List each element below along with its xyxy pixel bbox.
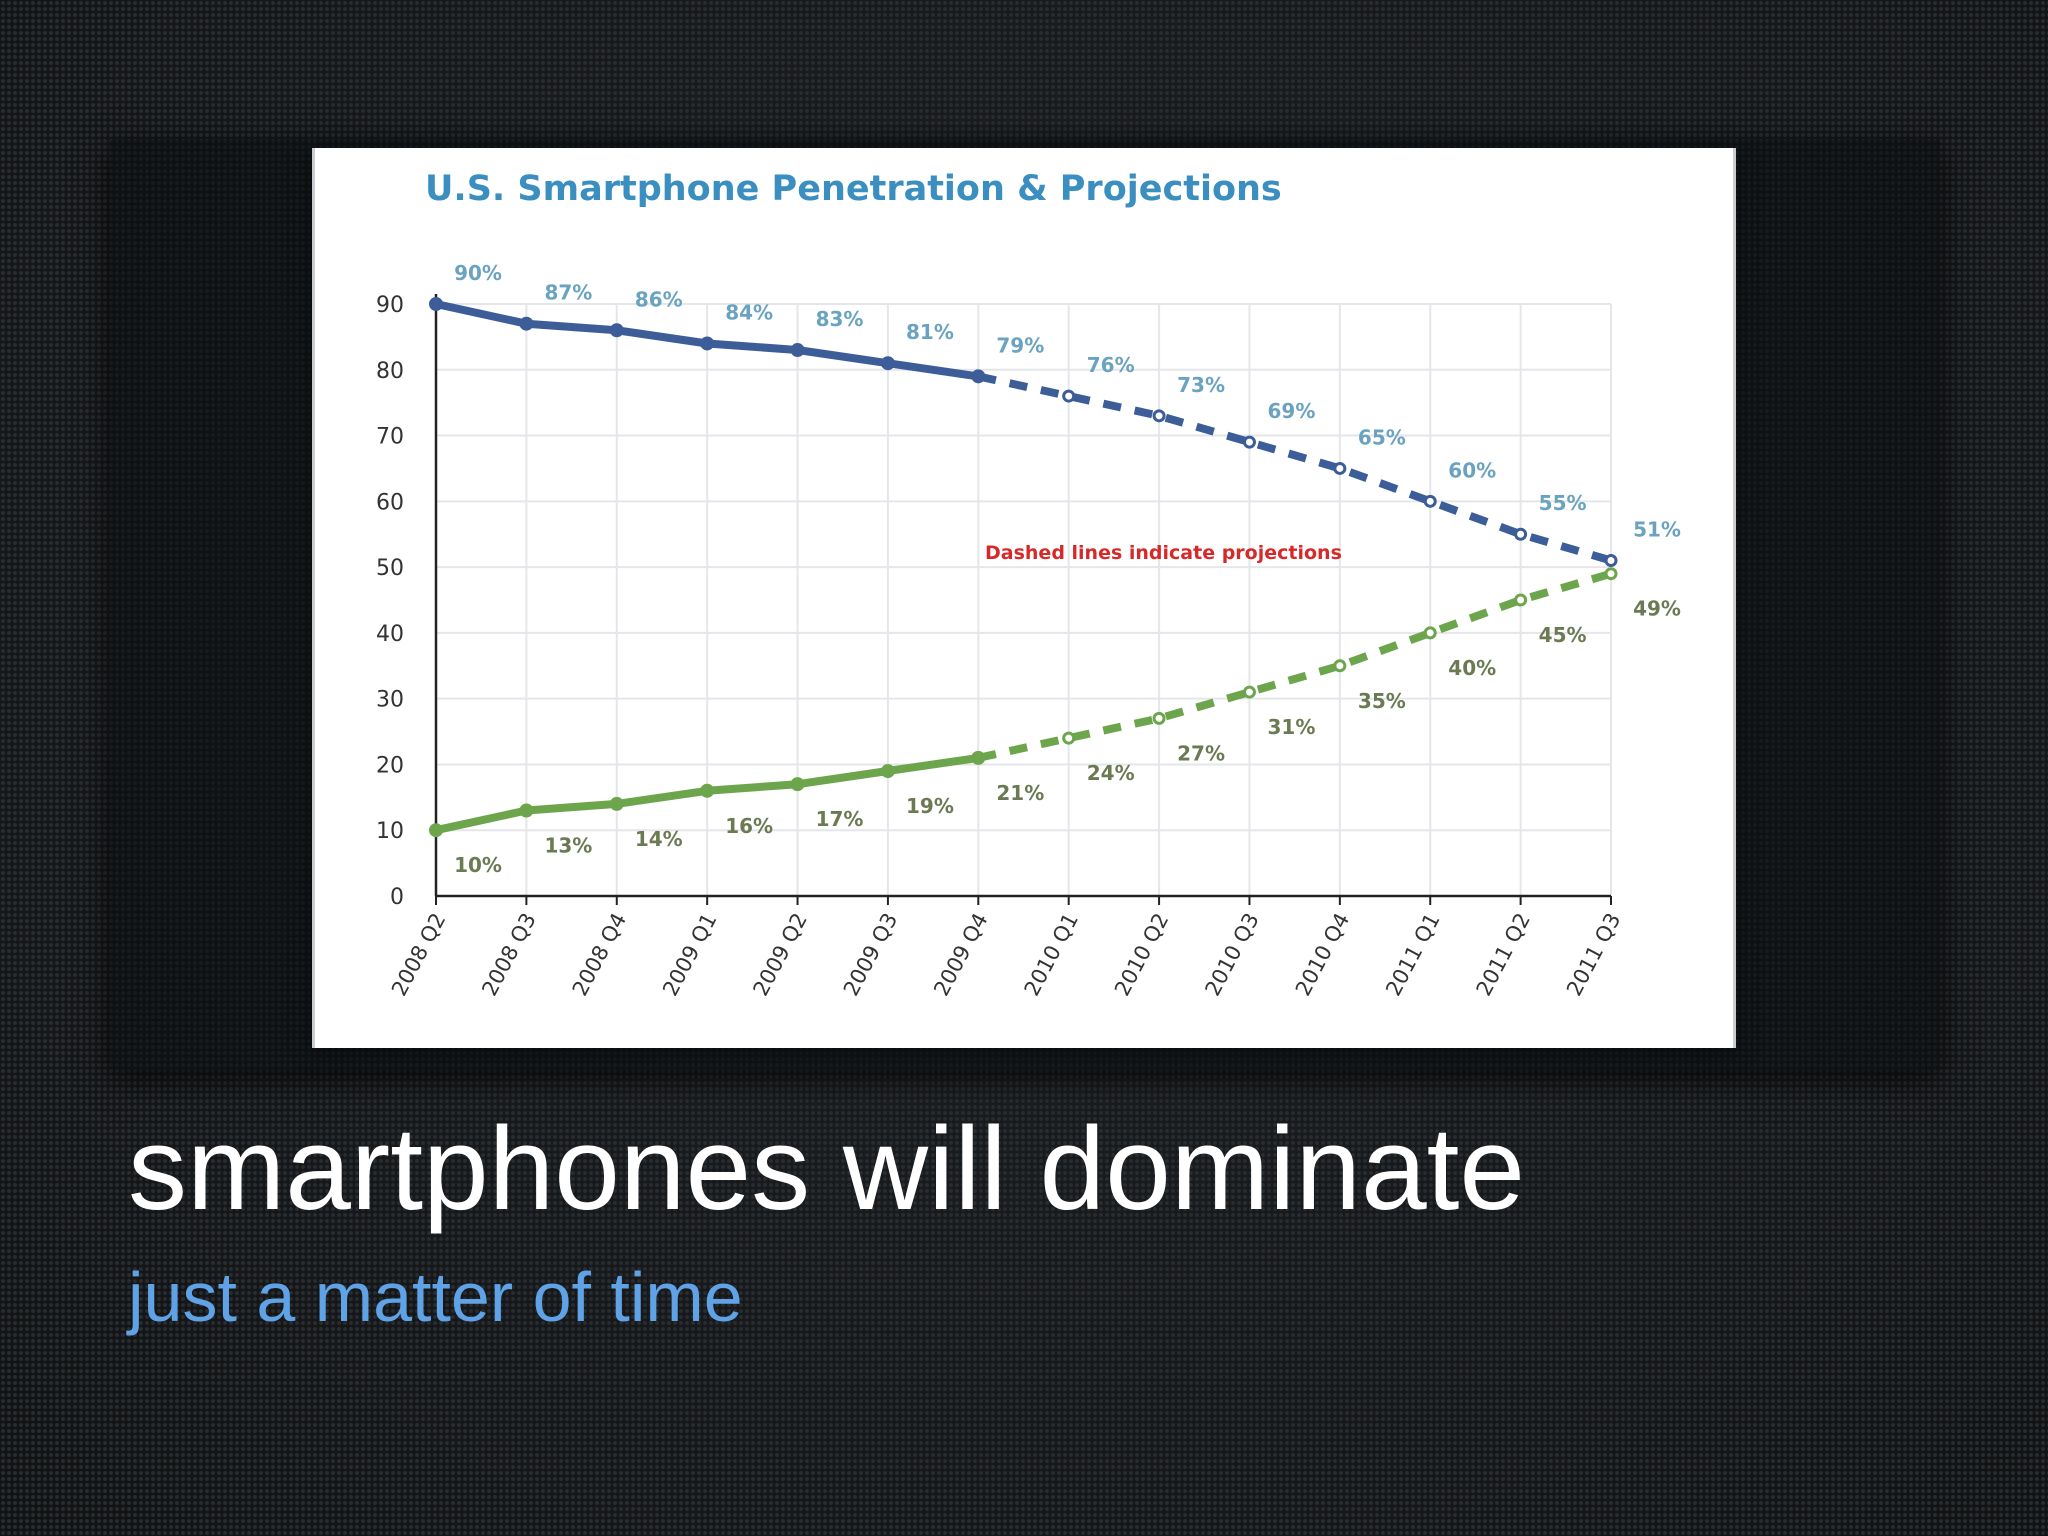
data-point (790, 777, 805, 792)
data-point (700, 336, 715, 351)
data-point (1152, 409, 1166, 423)
data-point (1333, 659, 1347, 673)
data-label: 16% (725, 814, 773, 838)
data-point (519, 803, 534, 818)
data-point (1423, 626, 1437, 640)
data-point (700, 783, 715, 798)
chart-frame: U.S. Smartphone Penetration & Projection… (312, 148, 1736, 1048)
x-tick-label: 2008 Q3 (477, 909, 540, 1000)
series-line-projection (977, 569, 1613, 762)
data-label: 87% (544, 281, 592, 305)
x-tick-label: 2008 Q4 (568, 909, 631, 1000)
data-label: 65% (1358, 425, 1406, 449)
y-tick-label: 30 (376, 688, 404, 713)
data-label: 45% (1539, 623, 1587, 647)
data-point (1062, 731, 1076, 745)
data-point (1152, 711, 1166, 725)
data-point (429, 297, 443, 311)
data-label: 84% (725, 300, 773, 324)
y-tick-label: 0 (390, 885, 404, 910)
y-tick-label: 90 (376, 293, 404, 318)
slide-subheadline: just a matter of time (128, 1258, 743, 1336)
data-point (1514, 593, 1528, 607)
data-label: 14% (635, 827, 683, 851)
chart-title: U.S. Smartphone Penetration & Projection… (425, 169, 1282, 209)
data-label: 86% (635, 287, 683, 311)
y-tick-label: 80 (376, 359, 404, 384)
data-point (1062, 389, 1076, 403)
data-point (1242, 685, 1256, 699)
data-label: 19% (906, 794, 954, 818)
x-tick-label: 2010 Q4 (1291, 909, 1354, 1000)
x-tick-label: 2010 Q1 (1020, 909, 1083, 1000)
data-point (1423, 494, 1437, 508)
data-point (609, 323, 624, 338)
data-label: 55% (1539, 491, 1587, 515)
data-label: 83% (816, 307, 864, 331)
data-label: 79% (996, 333, 1044, 357)
data-point (971, 369, 986, 384)
data-point (519, 316, 534, 331)
data-label: 51% (1633, 518, 1681, 542)
data-label: 60% (1448, 458, 1496, 482)
data-point (609, 796, 624, 811)
data-label: 35% (1358, 689, 1406, 713)
series-layer (429, 297, 1618, 838)
data-point (880, 356, 895, 371)
x-tick-label: 2009 Q4 (929, 909, 992, 1000)
data-label: 13% (544, 833, 592, 857)
y-tick-label: 70 (376, 425, 404, 450)
y-tick-label: 40 (376, 622, 404, 647)
data-label: 81% (906, 320, 954, 344)
data-label: 90% (454, 261, 502, 285)
x-tick-label: 2010 Q2 (1110, 909, 1173, 1000)
data-label: 76% (1087, 353, 1135, 377)
data-label: 21% (996, 781, 1044, 805)
data-label: 69% (1268, 399, 1316, 423)
x-tick-label: 2010 Q3 (1200, 909, 1263, 1000)
data-label: 24% (1087, 761, 1135, 785)
x-tick-label: 2008 Q2 (387, 909, 450, 1000)
data-point (790, 343, 805, 358)
data-label: 73% (1177, 373, 1225, 397)
data-label: 49% (1633, 597, 1681, 621)
x-tick-label: 2009 Q1 (658, 909, 721, 1000)
data-point (1242, 435, 1256, 449)
x-tick-label: 2009 Q3 (839, 909, 902, 1000)
data-point (429, 823, 443, 838)
axes: 0 10 20 30 40 50 60 70 80 90 2008 Q2 2008 Q3 2008 Q4… (376, 293, 1625, 1000)
data-labels: 90% 87% 86% 84% 83% 81% 79% 76% 73% 69% 65% 60% 55% 5… (454, 261, 1681, 877)
data-label: 27% (1177, 741, 1225, 765)
y-tick-label: 10 (376, 819, 404, 844)
y-tick-label: 60 (376, 490, 404, 515)
data-point (1514, 527, 1528, 541)
data-point (1604, 554, 1618, 568)
projection-annotation: Dashed lines indicate projections (985, 542, 1342, 564)
data-label: 17% (816, 807, 864, 831)
y-tick-label: 50 (376, 556, 404, 581)
x-tick-label: 2011 Q3 (1562, 909, 1625, 1000)
data-point (880, 764, 895, 779)
data-point (1333, 461, 1347, 475)
x-tick-label: 2011 Q1 (1381, 909, 1444, 1000)
data-point (1604, 567, 1618, 581)
data-label: 10% (454, 853, 502, 877)
y-tick-label: 20 (376, 753, 404, 778)
data-label: 31% (1268, 715, 1316, 739)
series-line-projection (977, 372, 1613, 565)
x-tick-label: 2011 Q2 (1472, 909, 1535, 1000)
line-chart: U.S. Smartphone Penetration & Projection… (376, 169, 1681, 1000)
data-label: 40% (1448, 656, 1496, 680)
data-point (971, 750, 986, 765)
x-tick-label: 2009 Q2 (749, 909, 812, 1000)
slide-headline: smartphones will dominate (128, 1103, 1525, 1235)
